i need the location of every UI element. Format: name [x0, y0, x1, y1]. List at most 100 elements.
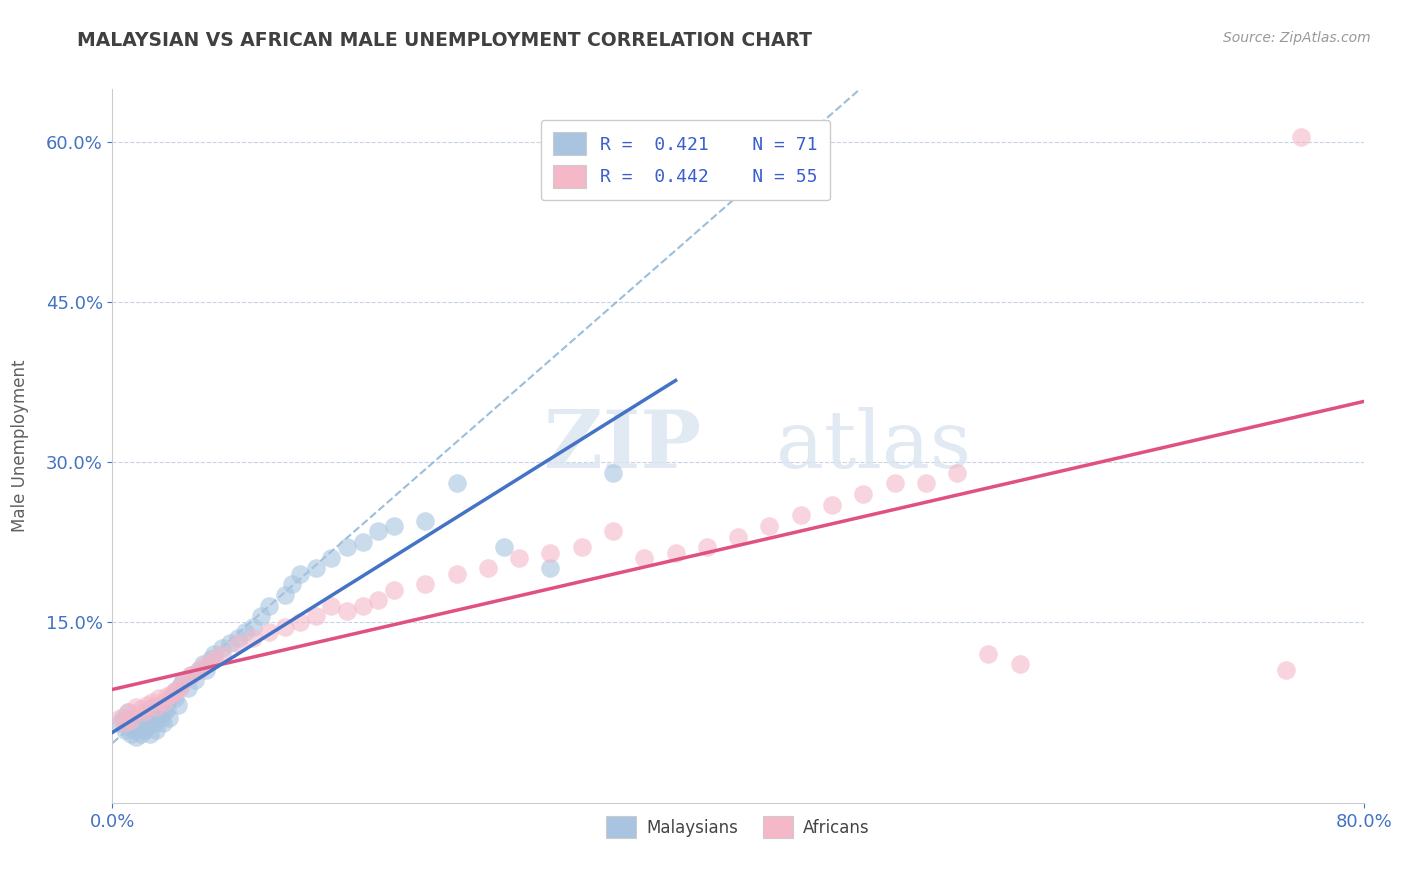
Point: [112, 710, 135, 724]
Point: [727, 529, 749, 543]
Point: [167, 698, 190, 712]
Point: [148, 691, 170, 706]
Point: [336, 540, 359, 554]
Point: [145, 700, 167, 714]
Point: [135, 698, 157, 712]
Point: [382, 582, 405, 597]
Point: [250, 609, 273, 624]
Point: [1291, 130, 1313, 145]
Point: [226, 631, 249, 645]
Point: [508, 550, 530, 565]
Y-axis label: Male Unemployment: Male Unemployment: [11, 359, 30, 533]
Point: [152, 715, 174, 730]
Text: ZIP: ZIP: [544, 407, 700, 485]
Point: [226, 636, 249, 650]
Point: [141, 700, 163, 714]
Point: [290, 615, 312, 629]
Point: [121, 710, 143, 724]
Point: [211, 641, 233, 656]
Point: [110, 715, 132, 730]
Point: [211, 647, 233, 661]
Point: [758, 519, 780, 533]
Point: [134, 723, 156, 738]
Point: [156, 702, 179, 716]
Point: [195, 663, 218, 677]
Point: [148, 700, 170, 714]
Point: [153, 695, 176, 709]
Point: [321, 550, 343, 565]
Point: [540, 545, 562, 559]
Point: [149, 710, 172, 724]
Point: [571, 540, 593, 554]
Point: [143, 715, 166, 730]
Point: [883, 476, 905, 491]
Point: [1274, 663, 1296, 677]
Point: [117, 713, 139, 727]
Point: [415, 577, 437, 591]
Point: [139, 726, 162, 740]
Point: [273, 620, 295, 634]
Text: MALAYSIAN VS AFRICAN MALE UNEMPLOYMENT CORRELATION CHART: MALAYSIAN VS AFRICAN MALE UNEMPLOYMENT C…: [77, 31, 813, 50]
Point: [153, 706, 176, 720]
Point: [157, 710, 180, 724]
Point: [367, 593, 389, 607]
Point: [132, 706, 155, 720]
Point: [141, 706, 163, 720]
Point: [492, 540, 515, 554]
Point: [120, 713, 142, 727]
Point: [169, 679, 191, 693]
Point: [852, 487, 875, 501]
Point: [273, 588, 295, 602]
Point: [120, 726, 142, 740]
Point: [160, 690, 183, 704]
Point: [135, 719, 157, 733]
Point: [142, 710, 165, 724]
Point: [156, 690, 179, 704]
Point: [173, 673, 195, 688]
Point: [200, 652, 222, 666]
Point: [202, 652, 225, 666]
Point: [257, 599, 280, 613]
Point: [184, 673, 207, 688]
Point: [915, 476, 938, 491]
Point: [145, 723, 167, 738]
Point: [163, 684, 186, 698]
Point: [138, 713, 160, 727]
Point: [664, 545, 686, 559]
Point: [125, 723, 148, 738]
Point: [540, 561, 562, 575]
Point: [790, 508, 813, 523]
Point: [218, 636, 240, 650]
Point: [1008, 657, 1031, 672]
Point: [446, 476, 468, 491]
Point: [242, 631, 264, 645]
Point: [132, 721, 155, 735]
Text: Source: ZipAtlas.com: Source: ZipAtlas.com: [1223, 31, 1371, 45]
Point: [696, 540, 718, 554]
Point: [187, 663, 209, 677]
Point: [235, 625, 257, 640]
Point: [114, 715, 136, 730]
Point: [477, 561, 499, 575]
Point: [290, 566, 312, 581]
Point: [821, 498, 844, 512]
Point: [321, 599, 343, 613]
Point: [187, 663, 209, 677]
Point: [281, 577, 304, 591]
Point: [127, 713, 149, 727]
Point: [125, 730, 148, 744]
Point: [124, 715, 146, 730]
Point: [180, 668, 202, 682]
Point: [180, 668, 202, 682]
Point: [125, 700, 148, 714]
Point: [352, 599, 374, 613]
Point: [336, 604, 359, 618]
Point: [120, 721, 142, 735]
Point: [125, 719, 148, 733]
Point: [602, 524, 624, 539]
Point: [193, 657, 215, 672]
Text: atlas: atlas: [776, 407, 970, 485]
Point: [367, 524, 389, 539]
Point: [128, 721, 150, 735]
Point: [352, 534, 374, 549]
